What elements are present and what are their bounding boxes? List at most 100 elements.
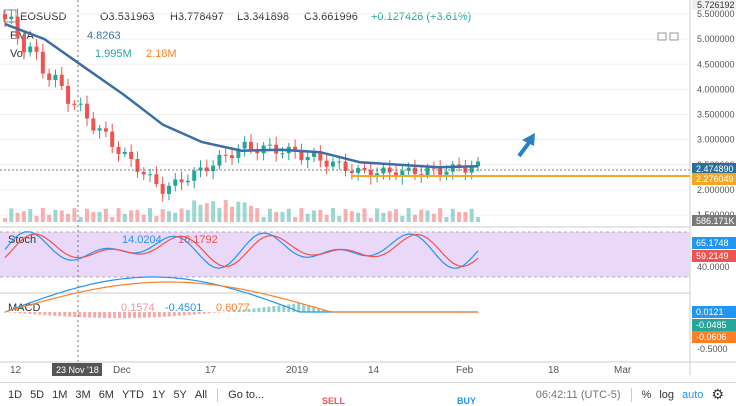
volume-bar (230, 206, 235, 222)
macd-histogram-bar (152, 312, 156, 318)
volume-bar (78, 216, 83, 222)
volume-bar (425, 210, 430, 222)
volume-bar (148, 208, 153, 222)
macd-histogram-bar (212, 312, 216, 313)
candle-body (299, 151, 304, 161)
range-1d[interactable]: 1D (8, 388, 23, 401)
candle-body (204, 167, 209, 172)
volume-bar (248, 205, 253, 222)
macd-histogram-bar (242, 309, 246, 312)
macd-histogram-bar (23, 312, 27, 314)
volume-bar (444, 216, 449, 222)
macd-histogram-bar (167, 312, 171, 317)
range-5d[interactable]: 5D (30, 388, 45, 401)
volume-bar (179, 208, 184, 222)
candle-body (438, 168, 443, 175)
range-1y[interactable]: 1Y (151, 388, 166, 401)
stoch-d-axis-label: 59.2149 (696, 251, 729, 261)
buy-button[interactable]: BUY (457, 396, 477, 406)
macd-histogram-bar (103, 312, 107, 318)
sell-button[interactable]: SELL (322, 396, 346, 406)
candle-body (412, 167, 417, 175)
macd-histogram-bar (13, 312, 17, 313)
volume-bar (217, 207, 222, 222)
candle-body (160, 184, 165, 194)
macd-histogram-bar (277, 305, 281, 312)
range-5y[interactable]: 5Y (173, 388, 187, 401)
symbol-name[interactable]: EOSUSD (20, 11, 67, 23)
range-1m[interactable]: 1M (52, 388, 68, 401)
price-tick-label: 4.000000 (697, 84, 735, 94)
price-tick-label: 2.000000 (697, 185, 735, 195)
volume-bar (47, 214, 52, 222)
chart-area[interactable]: EOSUSD O3.531963 H3.778497 L3.341898 C3.… (0, 0, 736, 382)
volume-bar (28, 209, 33, 222)
stoch-band (0, 232, 690, 277)
macd-histogram-bar (88, 312, 92, 318)
auto-toggle[interactable]: auto (682, 388, 704, 401)
macd-histogram-bar (202, 312, 206, 314)
macd-histogram-bar (113, 312, 117, 319)
range-all[interactable]: All (194, 388, 208, 401)
volume-bar (299, 208, 304, 222)
macd-badge-3 (692, 331, 736, 343)
volume-bar (438, 208, 443, 222)
volume-bar (204, 203, 209, 222)
vol-label[interactable]: Vol (10, 48, 25, 60)
range-3m[interactable]: 3M (75, 388, 91, 401)
support-price-label: 2.276049 (696, 174, 734, 184)
volume-bar (337, 215, 342, 222)
candle-body (141, 171, 146, 175)
volume-bar (261, 216, 266, 222)
macd-histogram-bar (3, 312, 7, 313)
volume-bar (255, 208, 260, 222)
candle-body (431, 167, 436, 169)
volume-bar (59, 210, 64, 222)
candle-body (356, 167, 361, 174)
percent-toggle[interactable]: % (641, 388, 652, 401)
candle-body (217, 154, 222, 166)
macd-histogram-bar (127, 312, 131, 318)
macd-histogram-bar (317, 308, 321, 312)
price-tick-label: 3.500000 (697, 110, 735, 120)
vol-price-badge (692, 215, 736, 226)
volume-bar (476, 216, 480, 222)
macd-histogram-bar (302, 304, 306, 312)
candle-body (368, 170, 373, 177)
panel-settings-icon[interactable] (657, 32, 667, 41)
volume-bar (34, 215, 39, 222)
candle-body (91, 118, 96, 131)
time-tick-label: 18 (548, 365, 560, 376)
macd-histogram-bar (217, 312, 221, 313)
volume-bar (362, 208, 367, 222)
macd-histogram-bar (83, 312, 87, 318)
macd-histogram-bar (222, 311, 226, 313)
range-6m[interactable]: 6M (98, 388, 114, 401)
trend-arrow-icon[interactable] (517, 133, 535, 158)
stoch-d-badge (692, 250, 736, 262)
range-ytd[interactable]: YTD (121, 388, 144, 401)
candle-body (242, 141, 247, 149)
candle-body (248, 141, 253, 150)
macd-histogram-bar (33, 312, 37, 315)
vol-price-label: 586.171K (696, 216, 735, 226)
volume-bar (21, 211, 26, 222)
macd-histogram-bar (38, 312, 42, 315)
candle-body (116, 146, 121, 154)
settings-gear-icon[interactable]: ⚙ (711, 386, 724, 402)
volume-bar (84, 208, 89, 222)
goto-button[interactable]: Go to... (228, 388, 265, 401)
log-toggle[interactable]: log (659, 388, 675, 401)
volume-bar (173, 212, 178, 222)
volume-bar (381, 212, 386, 222)
macd-histogram-bar (297, 302, 301, 312)
macd-histogram-bar (63, 312, 67, 317)
candle-body (349, 170, 354, 174)
macd-histogram-bar (312, 306, 316, 312)
candle-body (66, 85, 71, 104)
panel-maximize-icon[interactable] (669, 32, 679, 41)
macd-histogram-bar (68, 312, 72, 317)
macd-label[interactable]: MACD (8, 302, 40, 314)
macd-badge-2 (692, 319, 736, 331)
candle-body (40, 51, 45, 74)
